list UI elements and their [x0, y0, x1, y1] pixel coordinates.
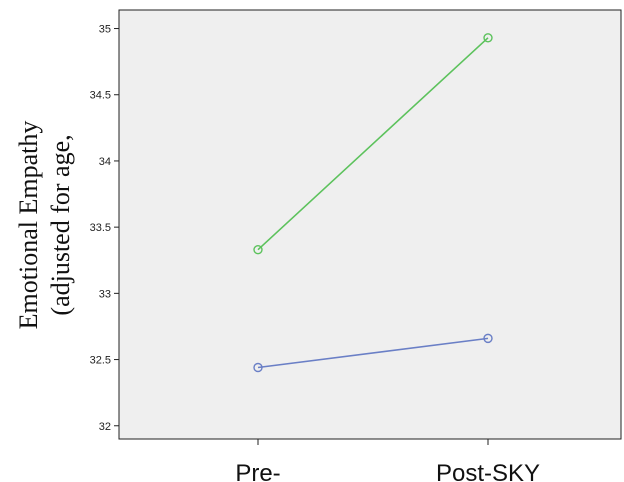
y-tick-label: 32.5	[90, 355, 111, 367]
y-axis: 32 32.5 33 33.5 34 34.5 35	[90, 24, 119, 433]
series-group	[253, 33, 493, 373]
series-line-1	[257, 37, 489, 251]
y-axis-label-line-2: (adjusted for age,	[46, 134, 75, 315]
y-axis-label-line-1: Emotional Empathy	[14, 121, 43, 330]
x-tick-label: Post-SKY	[436, 460, 540, 482]
x-axis: Pre- Post-SKY	[235, 439, 540, 482]
y-tick-label: 33.5	[90, 222, 111, 234]
y-tick-label: 32	[99, 421, 111, 433]
y-tick-label: 34	[99, 156, 111, 168]
y-tick-label: 34.5	[90, 90, 111, 102]
data-point	[253, 362, 263, 373]
data-point	[253, 244, 263, 255]
y-tick-label: 35	[99, 24, 111, 36]
x-tick-label: Pre-	[235, 460, 280, 482]
series-line-2	[257, 337, 489, 369]
data-point	[483, 333, 493, 344]
plot-area	[118, 9, 622, 440]
data-point	[483, 33, 493, 43]
y-tick-label: 33	[99, 288, 111, 300]
